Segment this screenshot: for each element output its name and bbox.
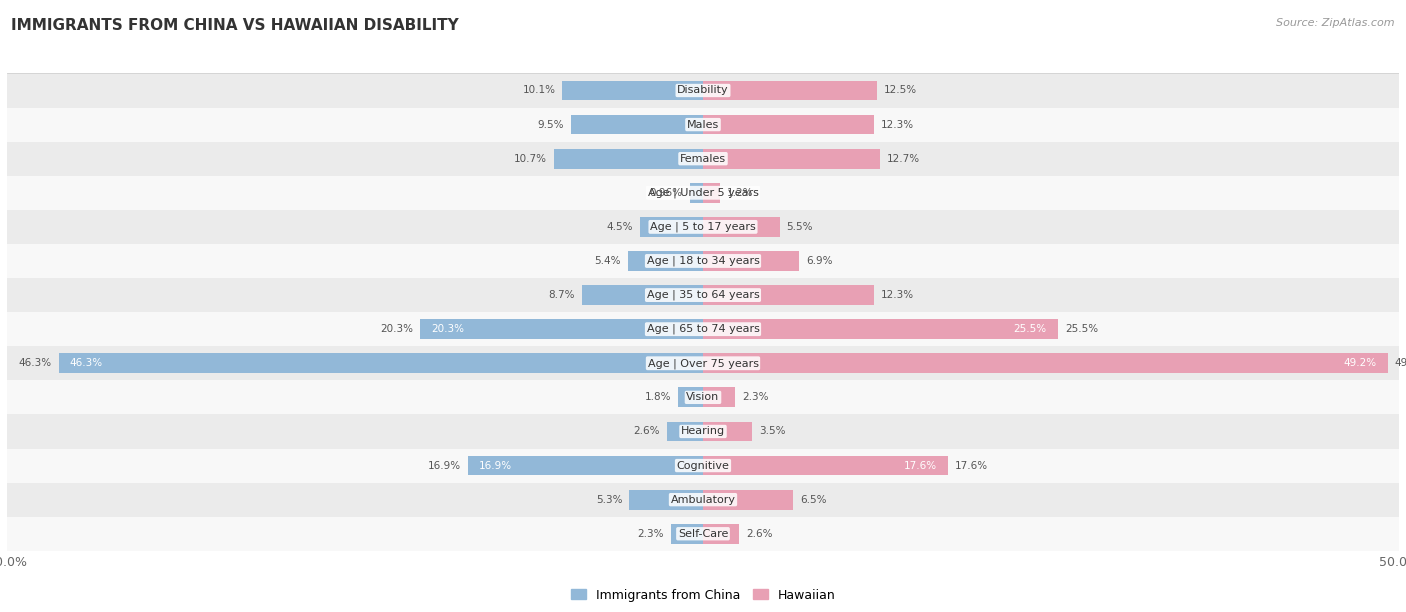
Text: 49.2%: 49.2% [1344, 358, 1376, 368]
Bar [554, 149, 703, 168]
Bar [703, 114, 875, 135]
Text: 20.3%: 20.3% [381, 324, 413, 334]
Text: Age | 18 to 34 years: Age | 18 to 34 years [647, 256, 759, 266]
Text: 17.6%: 17.6% [904, 461, 936, 471]
Bar [7, 483, 1399, 517]
Text: Age | Under 5 years: Age | Under 5 years [648, 187, 758, 198]
Text: 12.3%: 12.3% [882, 290, 914, 300]
Text: Self-Care: Self-Care [678, 529, 728, 539]
Bar [59, 353, 703, 373]
Bar [7, 244, 1399, 278]
Text: 4.5%: 4.5% [607, 222, 633, 232]
Text: 12.7%: 12.7% [887, 154, 920, 163]
Text: 46.3%: 46.3% [70, 358, 103, 368]
Bar [7, 517, 1399, 551]
Bar [703, 251, 799, 271]
Text: 25.5%: 25.5% [1064, 324, 1098, 334]
Text: 5.5%: 5.5% [786, 222, 813, 232]
Text: 6.5%: 6.5% [800, 494, 827, 505]
Text: 25.5%: 25.5% [1014, 324, 1047, 334]
Bar [703, 353, 1388, 373]
Text: 10.7%: 10.7% [515, 154, 547, 163]
Text: 1.8%: 1.8% [644, 392, 671, 402]
Bar [703, 456, 948, 476]
Bar [703, 319, 1057, 339]
Text: 5.3%: 5.3% [596, 494, 623, 505]
Bar [7, 380, 1399, 414]
Bar [468, 456, 703, 476]
Bar [571, 114, 703, 135]
Bar [703, 183, 720, 203]
Bar [7, 176, 1399, 210]
Bar [7, 108, 1399, 141]
Text: 2.6%: 2.6% [633, 427, 659, 436]
Bar [671, 524, 703, 543]
Bar [7, 346, 1399, 380]
Bar [562, 81, 703, 100]
Text: 9.5%: 9.5% [537, 119, 564, 130]
Text: Disability: Disability [678, 86, 728, 95]
Text: Vision: Vision [686, 392, 720, 402]
Bar [703, 524, 740, 543]
Text: IMMIGRANTS FROM CHINA VS HAWAIIAN DISABILITY: IMMIGRANTS FROM CHINA VS HAWAIIAN DISABI… [11, 18, 458, 34]
Bar [628, 251, 703, 271]
Bar [640, 217, 703, 237]
Text: 10.1%: 10.1% [523, 86, 555, 95]
Text: Age | 35 to 64 years: Age | 35 to 64 years [647, 290, 759, 300]
Bar [7, 278, 1399, 312]
Bar [703, 285, 875, 305]
Text: 49.2%: 49.2% [1395, 358, 1406, 368]
Text: Age | 5 to 17 years: Age | 5 to 17 years [650, 222, 756, 232]
Text: Age | Over 75 years: Age | Over 75 years [648, 358, 758, 368]
Bar [7, 141, 1399, 176]
Text: 20.3%: 20.3% [432, 324, 464, 334]
Bar [7, 312, 1399, 346]
Text: Hearing: Hearing [681, 427, 725, 436]
Text: Cognitive: Cognitive [676, 461, 730, 471]
Bar [630, 490, 703, 510]
Text: 8.7%: 8.7% [548, 290, 575, 300]
Text: Age | 65 to 74 years: Age | 65 to 74 years [647, 324, 759, 334]
Bar [703, 490, 793, 510]
Text: 2.6%: 2.6% [747, 529, 773, 539]
Bar [7, 73, 1399, 108]
Bar [703, 81, 877, 100]
Text: 6.9%: 6.9% [806, 256, 832, 266]
Text: 0.96%: 0.96% [650, 188, 683, 198]
Bar [703, 422, 752, 441]
Text: 2.3%: 2.3% [637, 529, 664, 539]
Bar [666, 422, 703, 441]
Text: 5.4%: 5.4% [595, 256, 621, 266]
Text: Source: ZipAtlas.com: Source: ZipAtlas.com [1277, 18, 1395, 28]
Text: Males: Males [688, 119, 718, 130]
Bar [689, 183, 703, 203]
Text: Females: Females [681, 154, 725, 163]
Legend: Immigrants from China, Hawaiian: Immigrants from China, Hawaiian [565, 584, 841, 606]
Text: 2.3%: 2.3% [742, 392, 769, 402]
Text: 17.6%: 17.6% [955, 461, 988, 471]
Text: 46.3%: 46.3% [18, 358, 52, 368]
Text: Ambulatory: Ambulatory [671, 494, 735, 505]
Bar [582, 285, 703, 305]
Bar [703, 217, 779, 237]
Text: 12.3%: 12.3% [882, 119, 914, 130]
Bar [703, 387, 735, 407]
Bar [7, 210, 1399, 244]
Bar [420, 319, 703, 339]
Bar [7, 414, 1399, 449]
Text: 3.5%: 3.5% [759, 427, 785, 436]
Bar [703, 149, 880, 168]
Text: 16.9%: 16.9% [479, 461, 512, 471]
Text: 12.5%: 12.5% [884, 86, 917, 95]
Bar [678, 387, 703, 407]
Bar [7, 449, 1399, 483]
Text: 1.2%: 1.2% [727, 188, 754, 198]
Text: 16.9%: 16.9% [427, 461, 461, 471]
